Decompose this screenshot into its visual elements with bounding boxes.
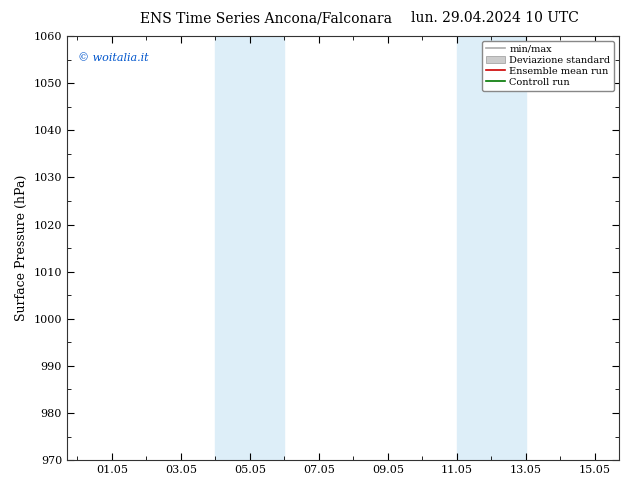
Bar	[216, 36, 284, 460]
Bar	[457, 36, 526, 460]
Text: lun. 29.04.2024 10 UTC: lun. 29.04.2024 10 UTC	[411, 11, 578, 25]
Text: © woitalia.it: © woitalia.it	[78, 53, 148, 63]
Legend: min/max, Deviazione standard, Ensemble mean run, Controll run: min/max, Deviazione standard, Ensemble m…	[482, 41, 614, 91]
Text: ENS Time Series Ancona/Falconara: ENS Time Series Ancona/Falconara	[140, 11, 392, 25]
Y-axis label: Surface Pressure (hPa): Surface Pressure (hPa)	[15, 175, 28, 321]
